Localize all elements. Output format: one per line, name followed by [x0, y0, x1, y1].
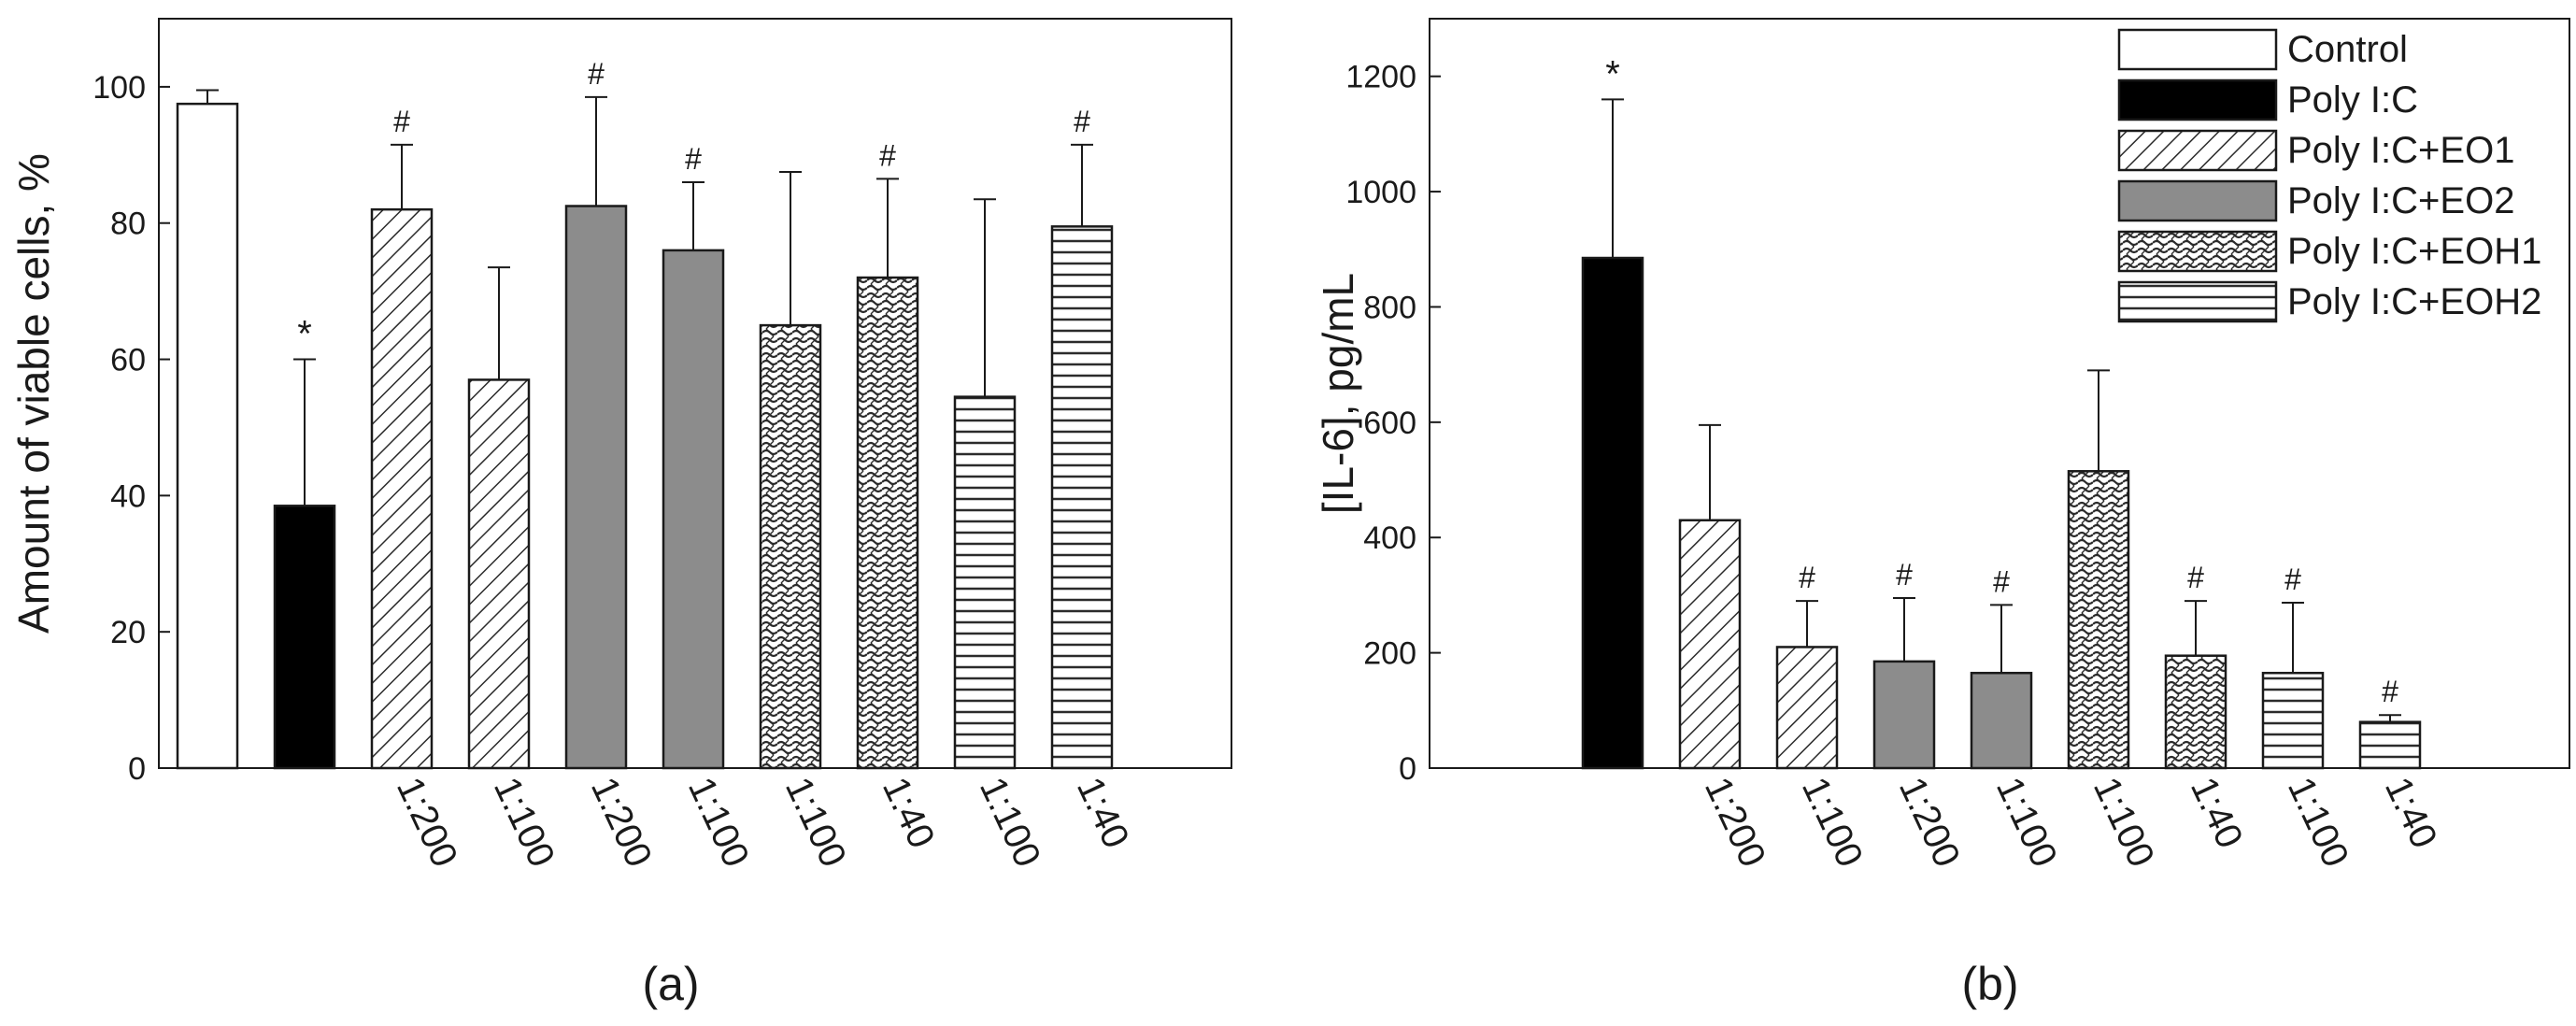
- panel-a: 0 20 40 60 80 100 * #1:200 1:100 #1:200 #1:100 1:1…: [9, 18, 1232, 1010]
- x-tick-label: 1:100: [680, 771, 757, 873]
- x-tick-label: 1:200: [1891, 771, 1968, 873]
- panel-label-b: (b): [1961, 958, 2018, 1010]
- y-tick-label: 1200: [1345, 60, 1416, 95]
- legend-entry: Poly I:C+EO1: [2287, 130, 2514, 171]
- y-axis-label-b: [IL-6], pg/mL: [1314, 273, 1362, 514]
- bar: [662, 249, 725, 770]
- x-tick-label: 1:100: [2280, 771, 2356, 873]
- significance-mark: *: [1605, 53, 1620, 94]
- y-tick-label: 800: [1363, 290, 1416, 325]
- bar: [856, 276, 919, 770]
- y-tick-label: 1000: [1345, 175, 1416, 210]
- y-tick-label: 600: [1363, 406, 1416, 441]
- bar: [1970, 671, 2033, 770]
- panel-b: 0 200 400 600 800 1000 1200 * 1:200 #1:100 #1:200…: [1314, 18, 2570, 1010]
- legend-entry: Control: [2287, 29, 2408, 70]
- x-tick-label: 1:40: [2377, 771, 2445, 854]
- y-axis-label-a: Amount of viable cells, %: [9, 153, 58, 634]
- x-tick-label: 1:100: [2085, 771, 2162, 873]
- significance-mark: *: [297, 314, 312, 355]
- y-tick-label: 400: [1363, 520, 1416, 556]
- y-axis-b: 0 200 400 600 800 1000 1200: [1345, 60, 1441, 787]
- y-tick-label: 100: [93, 70, 146, 106]
- significance-mark: #: [1799, 561, 1815, 594]
- x-tick-label: 1:100: [1794, 771, 1871, 873]
- bar: [1872, 660, 1936, 770]
- legend-swatch: [2117, 179, 2278, 222]
- legend-swatch: [2117, 230, 2278, 273]
- legend: Control Poly I:C Poly I:C+EO1 Poly I:C+EO2 P…: [2117, 28, 2541, 323]
- significance-mark: #: [685, 142, 702, 176]
- y-tick-label: 0: [128, 751, 146, 787]
- x-tick-label: 1:40: [875, 771, 943, 854]
- significance-mark: #: [1993, 564, 2010, 598]
- bar: [2261, 671, 2325, 770]
- y-tick-label: 200: [1363, 636, 1416, 672]
- x-tick-label: 1:200: [389, 771, 465, 873]
- legend-swatch: [2117, 78, 2278, 121]
- bar: [370, 207, 434, 770]
- legend-swatch: [2117, 280, 2278, 323]
- significance-mark: #: [2187, 561, 2204, 594]
- y-tick-label: 40: [110, 478, 146, 514]
- y-tick-label: 0: [1399, 751, 1416, 787]
- x-tick-label: 1:100: [486, 771, 562, 873]
- bar: [2358, 720, 2422, 770]
- bar: [467, 378, 531, 770]
- bar: [2164, 654, 2227, 770]
- x-tick-label: 1:100: [777, 771, 854, 873]
- legend-entry: Poly I:C: [2287, 79, 2418, 121]
- bars-b: * 1:200 #1:100 #1:200 #1:100 1:100 #1:40 #1:100…: [1581, 53, 2445, 874]
- bar: [1581, 256, 1644, 770]
- y-axis-a: 0 20 40 60 80 100: [93, 70, 170, 787]
- legend-entry: Poly I:C+EOH2: [2287, 281, 2541, 322]
- x-tick-label: 1:100: [1988, 771, 2065, 873]
- bar: [1775, 646, 1839, 770]
- y-tick-label: 20: [110, 615, 146, 650]
- legend-entry: Poly I:C+EO2: [2287, 180, 2514, 221]
- bar: [759, 323, 822, 770]
- significance-mark: #: [393, 105, 410, 138]
- panel-label-a: (a): [642, 958, 699, 1010]
- bar: [1050, 225, 1114, 770]
- significance-mark: #: [879, 138, 896, 172]
- x-tick-label: 1:100: [972, 771, 1048, 873]
- significance-mark: #: [1074, 105, 1090, 138]
- legend-swatch: [2117, 28, 2278, 71]
- bar: [1678, 519, 1742, 770]
- bar: [176, 102, 239, 770]
- significance-mark: #: [588, 57, 605, 91]
- bar: [564, 205, 628, 770]
- bars-a: * #1:200 1:100 #1:200 #1:100 1:100 #1:40 1:100 #…: [176, 57, 1137, 874]
- x-tick-label: 1:40: [2183, 771, 2251, 854]
- y-tick-label: 60: [110, 343, 146, 378]
- x-tick-label: 1:200: [1697, 771, 1773, 873]
- x-tick-label: 1:200: [583, 771, 660, 873]
- bar: [2067, 470, 2130, 770]
- bar: [273, 505, 336, 770]
- legend-swatch: [2117, 129, 2278, 172]
- legend-entry: Poly I:C+EOH1: [2287, 231, 2541, 272]
- significance-mark: #: [2382, 675, 2398, 708]
- significance-mark: #: [1896, 558, 1913, 591]
- x-tick-label: 1:40: [1069, 771, 1137, 854]
- y-tick-label: 80: [110, 207, 146, 242]
- significance-mark: #: [2284, 563, 2301, 596]
- bar: [953, 395, 1017, 770]
